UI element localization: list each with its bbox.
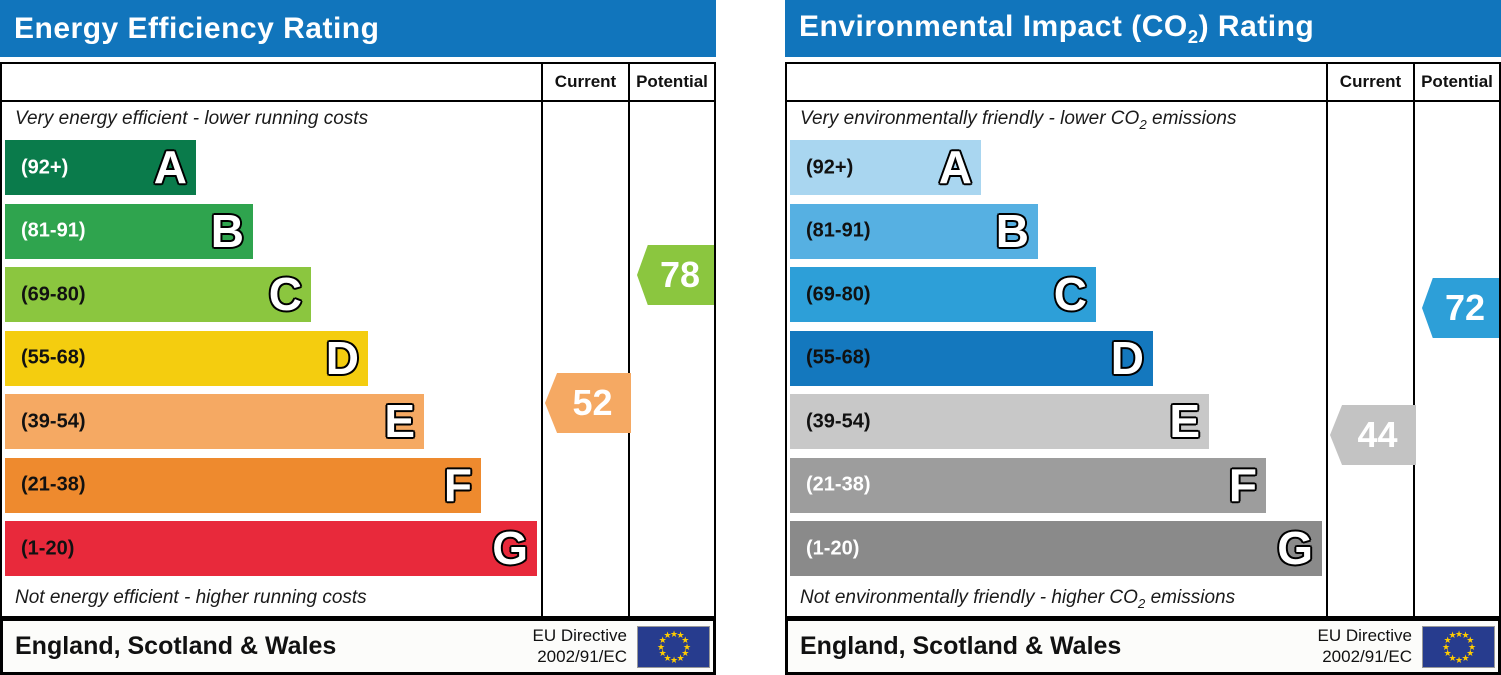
band-letter: C [268, 268, 302, 320]
top-caption: Very environmentally friendly - lower CO… [800, 108, 1237, 132]
band-letter: F [443, 458, 472, 511]
band-letter: E [384, 395, 415, 447]
chart-title-bar: Energy Efficiency Rating [0, 0, 716, 57]
column-divider [1326, 64, 1328, 616]
band-a: (92+) A [790, 140, 981, 195]
band-range-label: (69-80) [806, 283, 871, 305]
current-column-header: Current [554, 72, 617, 91]
band-g: (1-20) G [790, 521, 1322, 576]
top-caption: Very energy efficient - lower running co… [15, 108, 369, 129]
rating-table: Current Potential Very energy efficient … [0, 62, 716, 618]
band-letter: A [938, 141, 972, 193]
band-a: (92+) A [5, 140, 196, 195]
current-rating-arrow: 44 [1330, 405, 1416, 465]
potential-column-header: Potential [1421, 72, 1493, 91]
eu-directive-label: EU Directive 2002/91/EC [532, 626, 627, 666]
band-letter: A [153, 141, 187, 193]
band-letter: B [210, 204, 244, 257]
potential-column-header: Potential [636, 72, 708, 91]
band-e: (39-54) E [790, 394, 1209, 449]
column-divider [1413, 64, 1415, 616]
current-rating-value: 44 [1357, 414, 1398, 455]
band-b: (81-91) B [5, 203, 253, 259]
potential-rating-value: 78 [659, 254, 701, 295]
column-divider [541, 64, 543, 616]
band-range-label: (39-54) [806, 410, 871, 432]
band-range-label: (39-54) [21, 410, 86, 432]
band-range-label: (55-68) [21, 346, 86, 369]
potential-rating-arrow: 72 [1422, 278, 1499, 338]
band-d: (55-68) D [5, 330, 368, 386]
band-range-label: (81-91) [806, 219, 871, 242]
band-letter: F [1228, 458, 1257, 511]
band-c: (69-80) C [5, 267, 311, 322]
eu-flag-icon: ★ ★ ★ ★ ★ ★ ★ ★ ★ ★ ★ ★ [1422, 625, 1495, 668]
band-range-label: (55-68) [806, 346, 871, 369]
band-letter: C [1053, 268, 1087, 320]
band-letter: D [1110, 331, 1144, 384]
current-column-header: Current [1339, 72, 1402, 91]
band-range-label: (92+) [21, 156, 69, 178]
band-d: (55-68) D [790, 330, 1153, 386]
header-row-divider [2, 100, 714, 102]
header-row-divider [787, 100, 1499, 102]
band-c: (69-80) C [790, 267, 1096, 322]
band-range-label: (92+) [806, 156, 854, 178]
energy-efficiency-rating-chart: Energy Efficiency Rating Current Potenti… [0, 0, 716, 675]
band-letter: G [1277, 522, 1313, 574]
band-range-label: (1-20) [21, 537, 75, 559]
page-title: Environmental Impact (CO2) Rating [799, 9, 1315, 47]
eu-flag-icon: ★ ★ ★ ★ ★ ★ ★ ★ ★ ★ ★ ★ [637, 625, 710, 668]
bottom-caption: Not energy efficient - higher running co… [15, 587, 367, 608]
band-range-label: (21-38) [806, 473, 871, 496]
band-range-label: (81-91) [21, 219, 86, 242]
band-letter: E [1169, 395, 1200, 447]
column-divider [628, 64, 630, 616]
page-title: Energy Efficiency Rating [14, 11, 380, 45]
band-letter: D [325, 331, 359, 384]
eu-directive-label: EU Directive 2002/91/EC [1317, 626, 1412, 666]
band-b: (81-91) B [790, 203, 1038, 259]
band-range-label: (1-20) [806, 537, 860, 559]
region-label: England, Scotland & Wales [800, 632, 1122, 660]
current-rating-arrow: 52 [545, 373, 631, 433]
band-f: (21-38) F [5, 457, 481, 513]
rating-table: Current Potential Very environmentally f… [785, 62, 1501, 618]
band-f: (21-38) F [790, 457, 1266, 513]
band-letter: B [995, 204, 1029, 257]
chart-title-bar: Environmental Impact (CO2) Rating [785, 0, 1501, 57]
potential-rating-arrow: 78 [637, 245, 714, 305]
potential-rating-value: 72 [1444, 287, 1486, 328]
footer: England, Scotland & Wales EU Directive 2… [0, 618, 716, 675]
band-range-label: (21-38) [21, 473, 86, 496]
band-e: (39-54) E [5, 394, 424, 449]
band-g: (1-20) G [5, 521, 537, 576]
environmental-impact-rating-chart: Environmental Impact (CO2) Rating Curren… [785, 0, 1501, 675]
region-label: England, Scotland & Wales [15, 632, 337, 660]
footer: England, Scotland & Wales EU Directive 2… [785, 618, 1501, 675]
current-rating-value: 52 [572, 382, 613, 423]
bottom-caption: Not environmentally friendly - higher CO… [800, 587, 1236, 611]
band-range-label: (69-80) [21, 283, 86, 305]
band-letter: G [492, 522, 528, 574]
